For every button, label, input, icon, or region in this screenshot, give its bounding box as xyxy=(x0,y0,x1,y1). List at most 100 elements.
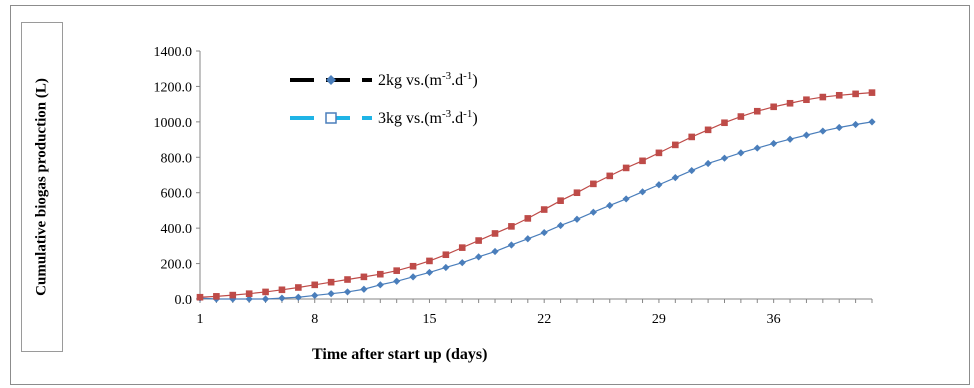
series-1-point xyxy=(589,208,597,216)
series-1-point xyxy=(393,277,401,285)
series-2-point xyxy=(868,89,876,96)
series-2-point xyxy=(770,103,777,111)
series-2-point xyxy=(573,189,581,197)
series-1-point xyxy=(737,149,745,157)
series-1-point xyxy=(819,127,827,135)
series-1-point xyxy=(343,288,352,296)
series-1-point xyxy=(278,294,286,302)
x-tick-label: 8 xyxy=(311,312,318,327)
series-1-point xyxy=(491,247,499,256)
y-tick-label: 1200.0 xyxy=(154,80,193,95)
y-tick-label: 200.0 xyxy=(161,258,193,273)
series-2-point xyxy=(655,149,663,157)
series-2-point xyxy=(196,293,204,301)
series-1-point xyxy=(442,263,450,272)
x-tick-label: 29 xyxy=(652,312,666,327)
series-1-point xyxy=(409,273,417,281)
series-2-point xyxy=(344,276,351,283)
series-2-point xyxy=(458,244,466,251)
y-tick-label: 600.0 xyxy=(161,187,193,202)
series-1-point xyxy=(753,144,761,152)
series-1-point xyxy=(475,253,483,261)
series-1-point xyxy=(425,268,434,277)
x-tick-label: 15 xyxy=(422,312,436,327)
series-1-point xyxy=(688,166,696,175)
legend-label-2: 3kg vs.(m-3.d-1) xyxy=(378,108,478,127)
series-1-point xyxy=(294,293,302,301)
series-1-point xyxy=(835,123,843,132)
series-1-point xyxy=(852,120,860,129)
series-1-point xyxy=(638,188,647,196)
series-1-point xyxy=(556,221,565,230)
series-2-point xyxy=(737,113,745,120)
series-1-point xyxy=(327,290,335,298)
series-2-point xyxy=(606,172,614,180)
series-2-point xyxy=(508,223,515,230)
series-line-2 xyxy=(199,92,873,298)
series-1-point xyxy=(786,135,794,143)
series-1-point xyxy=(655,181,663,189)
series-2-point xyxy=(213,293,220,300)
series-2-point xyxy=(376,270,384,278)
series-2-point xyxy=(835,91,843,99)
y-tick-label: 400.0 xyxy=(161,222,193,237)
series-1-point xyxy=(524,235,532,243)
series-2-point xyxy=(819,93,827,101)
series-2-point xyxy=(721,119,728,127)
series-1-point xyxy=(606,201,614,210)
series-1-point xyxy=(360,285,368,293)
chart-frame xyxy=(10,5,970,385)
series-2-point xyxy=(557,197,564,204)
y-tick-label: 1400.0 xyxy=(154,45,193,60)
series-2-point xyxy=(426,257,433,265)
y-tick-label: 1000.0 xyxy=(154,116,193,131)
series-1-point xyxy=(376,281,384,289)
series-1-point xyxy=(704,159,712,168)
y-axis-label-box xyxy=(21,22,63,352)
series-2-point xyxy=(229,291,237,299)
series-2-point xyxy=(540,206,548,213)
series-1-point xyxy=(573,215,581,223)
series-2-point xyxy=(327,278,335,286)
series-1-point xyxy=(261,295,270,303)
series-2-point xyxy=(639,157,646,165)
series-2-point xyxy=(262,288,269,296)
legend-entry-1: 2kg vs.(m-3.d-1) xyxy=(290,70,478,89)
series-2-point xyxy=(393,267,400,274)
series-2-point xyxy=(688,133,696,141)
legend-marker-1 xyxy=(326,75,336,85)
series-2-point xyxy=(360,273,368,281)
series-2-point xyxy=(524,215,532,222)
series-2-point xyxy=(245,290,253,297)
series-2-point xyxy=(311,281,319,289)
series-2-point xyxy=(442,251,450,259)
series-2-point xyxy=(475,237,482,244)
series-line-1 xyxy=(199,121,873,300)
x-tick-label: 36 xyxy=(767,312,781,327)
series-1-point xyxy=(720,154,729,162)
series-2-point xyxy=(786,99,794,107)
x-axis-label: Time after start up (days) xyxy=(312,346,488,363)
series-2-point xyxy=(704,126,712,134)
series-2-point xyxy=(753,107,761,115)
series-1-point xyxy=(458,259,466,267)
series-2-point xyxy=(491,230,499,237)
series-1-point xyxy=(770,139,778,148)
x-tick-label: 1 xyxy=(197,312,204,327)
series-2-point xyxy=(590,180,597,188)
series-2-point xyxy=(622,164,630,172)
series-2-point xyxy=(672,141,679,149)
series-1-point xyxy=(245,295,253,303)
series-2-point xyxy=(803,96,810,104)
series-1-point xyxy=(802,131,811,139)
y-tick-label: 0.0 xyxy=(175,293,193,308)
series-1-point xyxy=(540,228,548,237)
series-2-point xyxy=(409,262,417,270)
series-1-point xyxy=(868,118,876,126)
series-1-point xyxy=(622,195,630,203)
series-1-point xyxy=(671,174,679,182)
series-1-point xyxy=(311,291,319,300)
legend-entry-2: 3kg vs.(m-3.d-1) xyxy=(290,108,478,127)
series-2-point xyxy=(852,90,859,98)
